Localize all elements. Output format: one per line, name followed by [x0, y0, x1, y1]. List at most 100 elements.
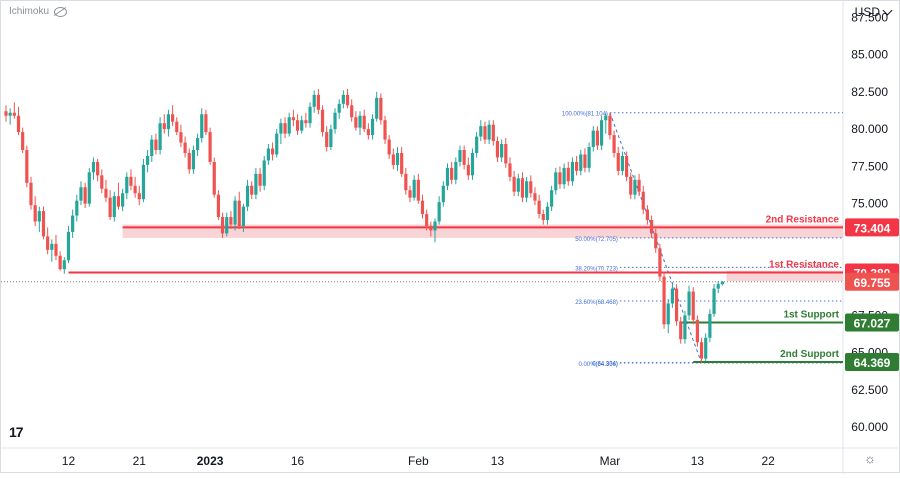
x-tick-label: 16 [291, 454, 305, 468]
candle [337, 103, 341, 113]
candle [520, 178, 525, 198]
candle [16, 115, 21, 133]
fib-level-label: 0(64.334) [592, 362, 618, 368]
candle [254, 173, 258, 195]
fib-level-label: 0.00%(64.306) [579, 362, 618, 368]
level-price-tag [845, 218, 899, 237]
level-name-label: 2nd Resistance [766, 214, 840, 225]
candle [641, 191, 645, 210]
indicator-label: Ichimoku [9, 6, 50, 17]
candle [375, 97, 379, 119]
candle [462, 150, 466, 165]
candle [87, 172, 91, 204]
candle [654, 233, 658, 249]
candle [358, 115, 362, 128]
candle [550, 190, 554, 207]
y-tick-label: 60.000 [851, 420, 888, 434]
candle [79, 187, 83, 201]
candle [679, 321, 683, 340]
candle [46, 236, 50, 250]
x-tick-label: 13 [691, 454, 705, 468]
candle [708, 313, 712, 338]
candle [350, 105, 354, 118]
candle [83, 187, 87, 204]
candle [233, 200, 237, 225]
candle [683, 315, 687, 340]
y-tick-label: 75.000 [851, 197, 888, 211]
candle [383, 120, 387, 140]
candle [300, 120, 304, 131]
candle [341, 94, 345, 104]
candle [229, 217, 233, 225]
candle [537, 200, 541, 215]
eye-slash-icon[interactable] [54, 6, 68, 17]
candle [362, 115, 366, 130]
candle [525, 181, 529, 198]
candle [595, 130, 600, 146]
level-name-label: 1st Resistance [769, 259, 839, 270]
candle [575, 161, 579, 171]
candle [270, 148, 275, 155]
candle [171, 114, 175, 122]
candle [146, 155, 150, 165]
candle [379, 97, 383, 121]
chevron-down-icon [882, 5, 893, 16]
y-tick-label: 77.500 [851, 159, 888, 173]
level-price-label: 73.404 [854, 221, 891, 235]
candle [458, 150, 462, 162]
candle [620, 155, 625, 171]
candle [495, 141, 500, 158]
candle [704, 337, 708, 359]
candle [674, 288, 679, 322]
candle [308, 106, 312, 124]
level-name-label: 1st Support [783, 309, 839, 320]
candle [112, 196, 116, 218]
candle [316, 94, 320, 110]
candle [312, 94, 316, 107]
fib-level-label: 38.20%(70.723) [575, 266, 618, 272]
candle [141, 164, 146, 200]
candle [479, 126, 483, 137]
gear-icon[interactable]: ☼ [864, 451, 876, 466]
candle [137, 193, 141, 200]
candle [425, 214, 429, 226]
x-tick-label: 12 [62, 454, 76, 468]
y-tick-label: 87.500 [851, 10, 888, 24]
candle [645, 209, 650, 221]
candle [429, 225, 433, 231]
candle [541, 214, 545, 221]
candle [325, 132, 329, 148]
resistance-zone [726, 270, 843, 282]
candle [408, 190, 412, 198]
candle [125, 176, 129, 194]
candle [208, 132, 212, 162]
fib-level-label: 23.60%(68.468) [575, 300, 618, 306]
candle [533, 193, 537, 201]
candle [25, 150, 29, 183]
candle [512, 176, 516, 192]
candle [441, 185, 445, 203]
candle [237, 200, 241, 226]
candle [187, 152, 191, 170]
tradingview-logo[interactable]: 17 [9, 424, 24, 440]
candle [54, 243, 58, 256]
candle [404, 173, 408, 191]
level-name-label: 2nd Support [780, 349, 840, 360]
candle [75, 200, 79, 216]
candle [220, 217, 225, 234]
indicator-legend[interactable]: Ichimoku [9, 6, 68, 17]
currency-label: USD [854, 5, 880, 19]
candle [212, 161, 216, 195]
candle [96, 161, 100, 176]
y-tick-label: 80.000 [851, 122, 888, 136]
candle [279, 123, 283, 134]
current-price-tag [845, 272, 899, 291]
candle [291, 117, 295, 121]
candle [545, 206, 550, 221]
y-tick-label: 85.000 [851, 48, 888, 62]
candle [687, 291, 691, 316]
candle [475, 136, 479, 153]
currency-selector[interactable]: USD [854, 5, 893, 19]
